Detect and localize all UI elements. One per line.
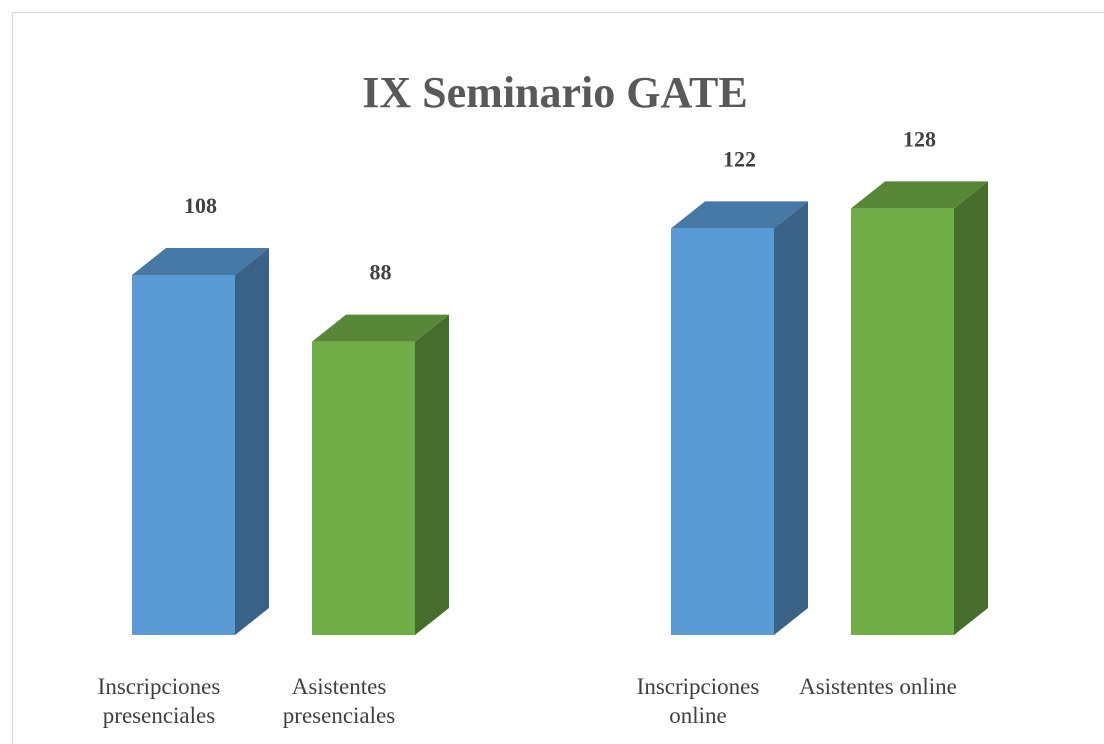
value-label: 108 bbox=[184, 193, 217, 218]
bar-side bbox=[954, 181, 988, 636]
x-tick-label: Inscripciones online bbox=[636, 674, 760, 728]
x-tick-label: Inscripciones presenciales bbox=[97, 674, 221, 728]
x-tick-label: Asistentes presenciales bbox=[282, 674, 396, 728]
bar bbox=[851, 208, 954, 636]
bar-side bbox=[415, 314, 449, 635]
value-label: 128 bbox=[903, 126, 936, 151]
bar-top bbox=[132, 248, 269, 275]
bar-top bbox=[312, 314, 449, 342]
x-tick-label: Asistentes online bbox=[799, 674, 957, 699]
bar-top bbox=[851, 181, 988, 209]
bar-side bbox=[235, 248, 269, 635]
bar-side bbox=[774, 201, 808, 636]
bar bbox=[671, 228, 774, 636]
value-label: 88 bbox=[370, 260, 392, 285]
bar-top bbox=[671, 201, 808, 229]
chart-title: IX Seminario GATE bbox=[362, 68, 747, 117]
bar bbox=[312, 341, 415, 635]
bar bbox=[132, 275, 235, 635]
value-label: 122 bbox=[723, 146, 756, 171]
chart-border bbox=[12, 12, 1104, 744]
